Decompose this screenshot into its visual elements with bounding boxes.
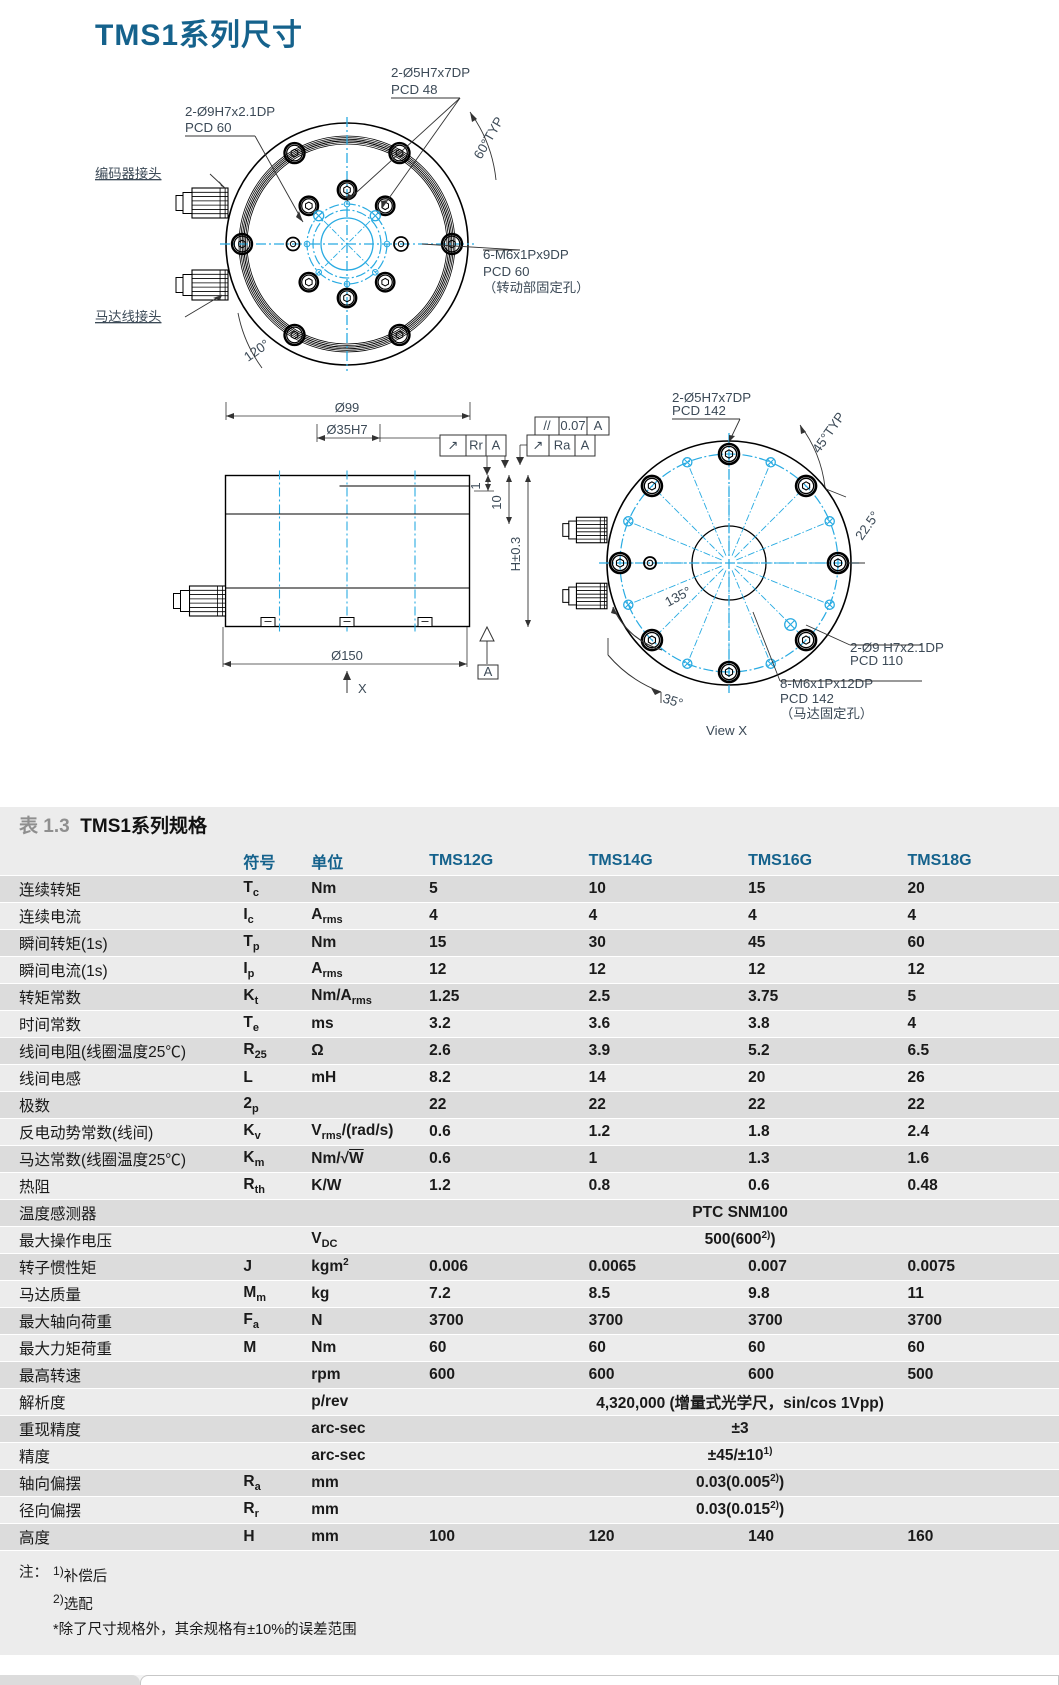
svg-text:（马达固定孔）: （马达固定孔） [780, 706, 873, 721]
svg-text:↗: ↗ [533, 438, 544, 453]
svg-text:A: A [581, 438, 590, 453]
svg-text:10: 10 [489, 495, 504, 509]
svg-text:PCD 110: PCD 110 [850, 653, 903, 668]
svg-text:Ra: Ra [554, 438, 571, 453]
svg-text:PCD 60: PCD 60 [185, 120, 232, 135]
svg-text:PCD 142: PCD 142 [780, 691, 834, 706]
svg-text:2-Ø5H7x7DP: 2-Ø5H7x7DP [391, 65, 470, 80]
svg-text:H±0.3: H±0.3 [508, 537, 523, 572]
svg-text:PCD 60: PCD 60 [483, 264, 530, 279]
svg-text:A: A [492, 438, 501, 453]
svg-text:6-M6x1Px9DP: 6-M6x1Px9DP [483, 247, 569, 262]
svg-text:2-Ø9H7x2.1DP: 2-Ø9H7x2.1DP [185, 104, 275, 119]
svg-text:Ø150: Ø150 [331, 648, 363, 663]
svg-text:马达线接头: 马达线接头 [95, 308, 161, 324]
svg-text:（转动部固定孔）: （转动部固定孔） [483, 280, 589, 295]
svg-text:0.07: 0.07 [560, 418, 585, 433]
svg-text:↗: ↗ [448, 438, 459, 453]
svg-text:Ø35H7: Ø35H7 [326, 422, 367, 437]
svg-text:X: X [358, 681, 367, 696]
svg-text:Ø99: Ø99 [335, 400, 360, 415]
svg-text:View X: View X [706, 723, 747, 738]
svg-text:1: 1 [468, 482, 483, 489]
svg-text:45°TYP: 45°TYP [809, 409, 848, 455]
svg-text:A: A [484, 664, 493, 679]
svg-text:Rr: Rr [469, 438, 483, 453]
svg-text:编码器接头: 编码器接头 [95, 165, 161, 181]
svg-text:PCD 48: PCD 48 [391, 82, 438, 97]
svg-text://: // [543, 418, 551, 433]
svg-text:35°: 35° [661, 691, 685, 711]
svg-text:22.5°: 22.5° [852, 509, 882, 543]
svg-text:8-M6x1Px12DP: 8-M6x1Px12DP [780, 676, 873, 691]
svg-text:PCD 142: PCD 142 [672, 403, 726, 418]
svg-text:135°: 135° [662, 583, 693, 609]
svg-text:A: A [594, 418, 603, 433]
